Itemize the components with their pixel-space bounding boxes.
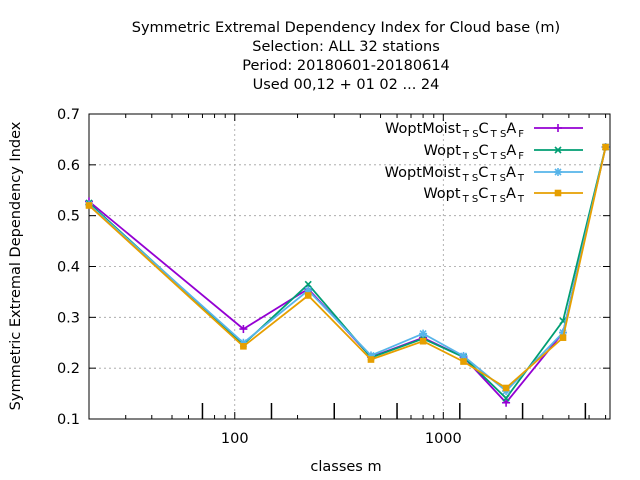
series-line: [88, 146, 607, 393]
y-axis-label: Symmetric Extremal Dependency Index: [8, 121, 24, 410]
data-point: [419, 329, 428, 338]
data-point: [554, 146, 562, 154]
data-point: [239, 325, 248, 334]
legend-label: Wopt T SC T SA F: [424, 143, 525, 162]
x-tick-label: 1000: [425, 431, 462, 447]
title-line: Used 00,12 + 01 02 ... 24: [253, 77, 440, 93]
data-point: [554, 189, 562, 197]
x-axis-label: classes m: [310, 459, 381, 475]
data-point: [460, 358, 467, 365]
legend: WoptMoist T SC T SA F Wopt T SC T SA F WoptMoist…: [385, 121, 583, 205]
legend-item: WoptMoist T SC T SA F: [385, 121, 583, 140]
series-4: [85, 143, 609, 392]
legend-label: WoptMoist T SC T SA T: [385, 165, 525, 184]
series-layer: [85, 143, 610, 407]
chart-title: Symmetric Extremal Dependency Index for …: [132, 20, 560, 93]
y-tick-label: 0.1: [57, 412, 80, 428]
title-line: Selection: ALL 32 stations: [252, 39, 440, 55]
legend-item: Wopt T SC T SA F: [424, 143, 583, 162]
y-tick-label: 0.2: [57, 361, 80, 377]
data-point: [502, 394, 510, 402]
data-point: [304, 292, 312, 299]
legend-label: WoptMoist T SC T SA F: [385, 121, 524, 140]
x-axis-ticks: 100 1000: [88, 114, 607, 447]
series-line: [88, 146, 607, 390]
legend-item: Wopt T SC T SA T: [423, 186, 583, 205]
title-line: Period: 20180601-20180614: [242, 58, 450, 74]
data-point: [304, 280, 312, 288]
y-tick-label: 0.7: [57, 107, 80, 123]
series-3: [85, 143, 610, 396]
data-point: [554, 168, 562, 176]
data-point: [602, 143, 609, 151]
series-line: [88, 146, 607, 400]
data-point: [559, 334, 567, 341]
data-point: [554, 124, 562, 132]
data-point: [240, 343, 247, 350]
grid: [89, 114, 610, 419]
data-point: [502, 398, 511, 407]
event-marks: [201, 403, 587, 419]
data-point: [367, 356, 375, 363]
title-line: Symmetric Extremal Dependency Index for …: [132, 20, 560, 36]
y-tick-label: 0.3: [57, 310, 80, 326]
y-tick-label: 0.4: [57, 260, 80, 276]
data-point: [419, 337, 427, 345]
data-point: [85, 202, 93, 209]
x-tick-label: 100: [221, 431, 249, 447]
y-tick-label: 0.5: [57, 209, 80, 225]
legend-item: WoptMoist T SC T SA T: [385, 165, 583, 184]
y-tick-label: 0.6: [57, 158, 80, 174]
data-point: [502, 384, 510, 392]
y-axis-ticks: 0.1 0.2 0.3 0.4 0.5 0.6 0.7: [57, 107, 610, 428]
legend-label: Wopt T SC T SA T: [423, 186, 525, 205]
